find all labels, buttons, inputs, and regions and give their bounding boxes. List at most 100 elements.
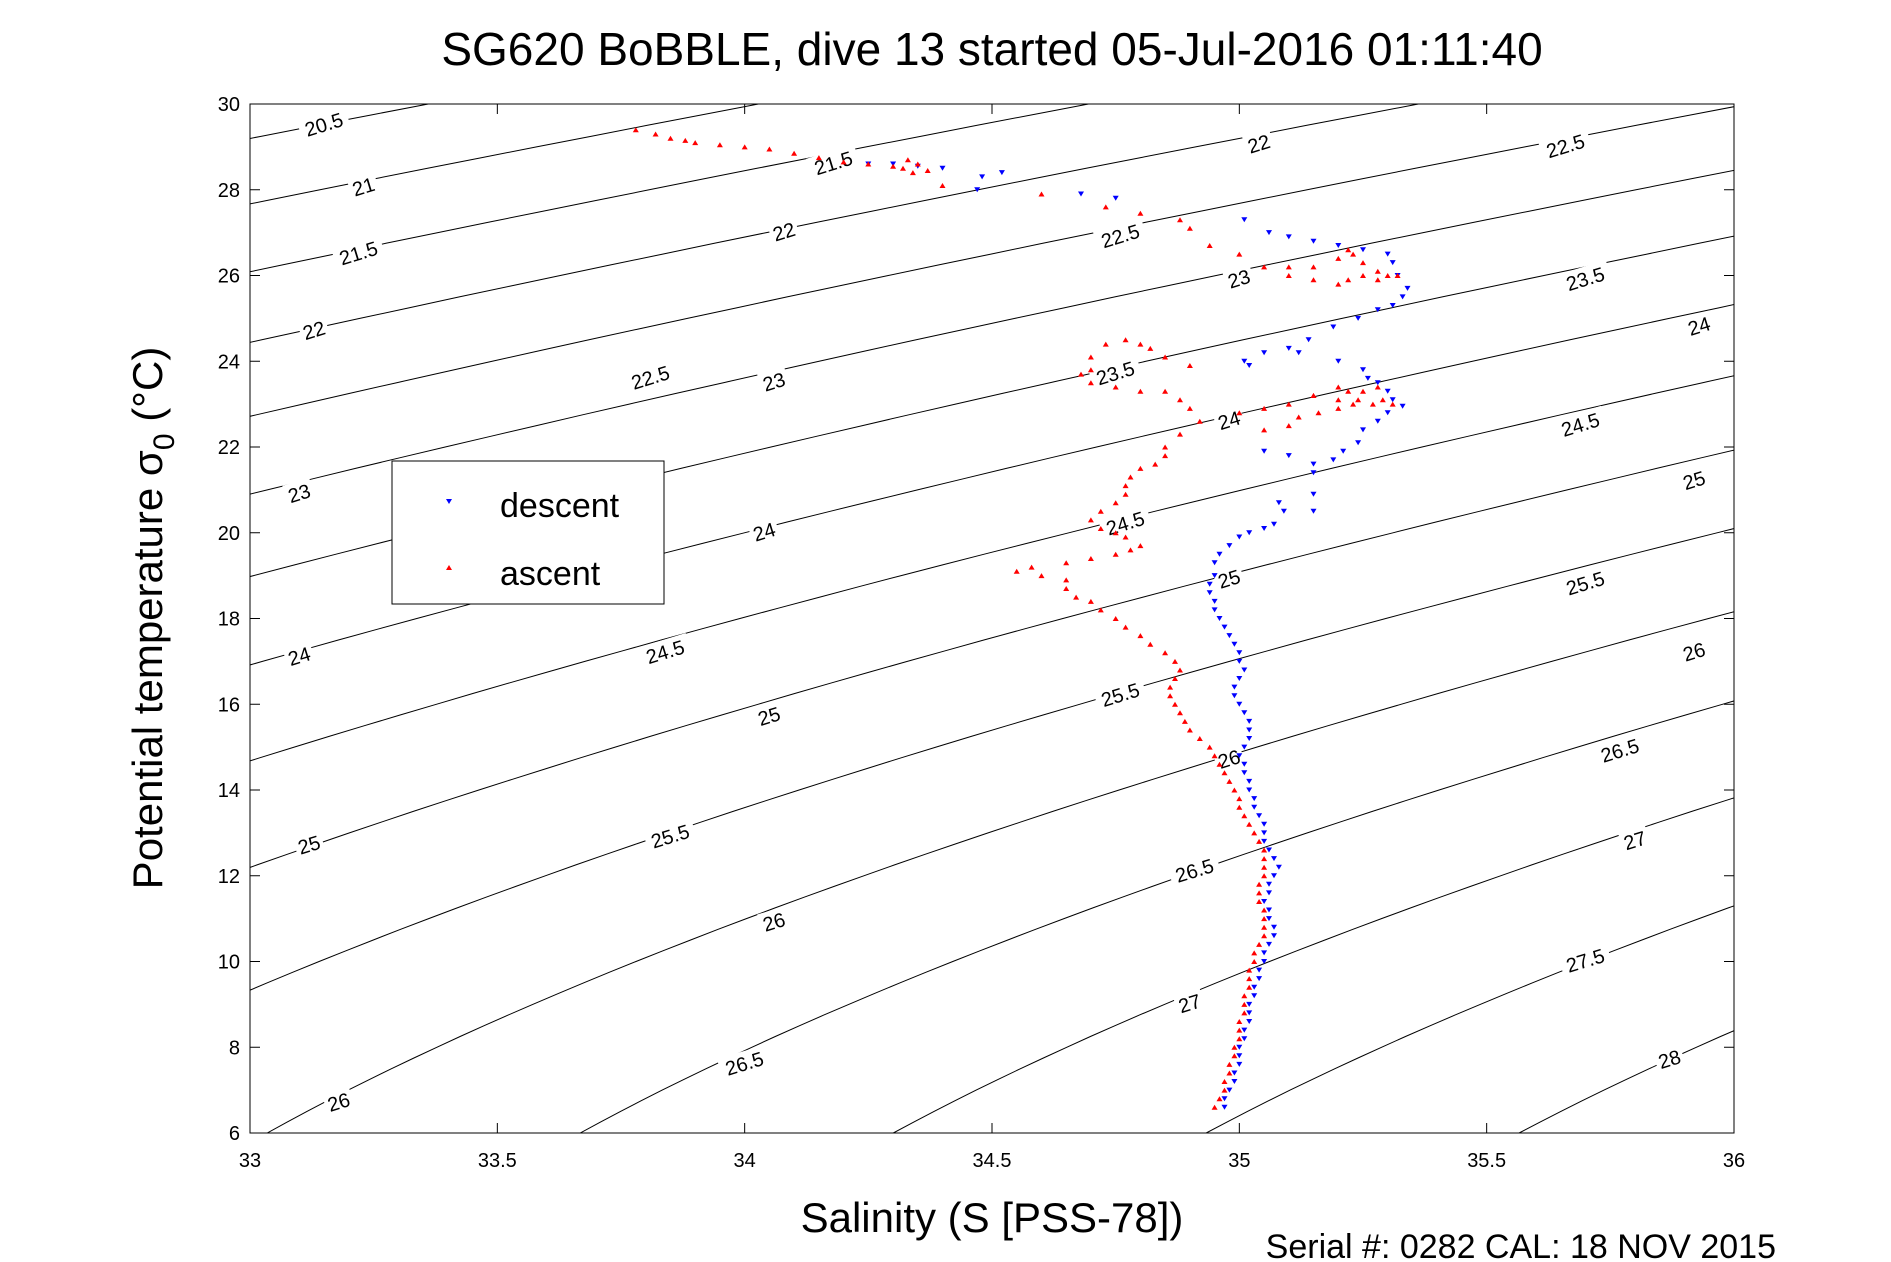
- descent-point: [1261, 448, 1268, 454]
- ascent-point: [1355, 397, 1362, 403]
- ascent-point: [1231, 1044, 1238, 1050]
- y-tick-label: 28: [218, 180, 240, 202]
- descent-point: [1241, 217, 1248, 223]
- contour-label-bg: [716, 1044, 772, 1081]
- descent-point: [1266, 941, 1272, 947]
- ascent-point: [1374, 277, 1381, 283]
- descent-point: [1246, 727, 1253, 733]
- ascent-point: [1310, 393, 1317, 398]
- descent-point: [1295, 350, 1302, 356]
- contour-line: [250, 104, 1422, 343]
- descent-point: [1251, 796, 1258, 802]
- contour-label-bg: [297, 314, 331, 344]
- contour-label-bg: [642, 817, 698, 854]
- descent-point: [1216, 616, 1223, 621]
- descent-point: [1216, 551, 1223, 557]
- contour-label-bg: [1677, 464, 1711, 494]
- ascent-point: [1177, 397, 1183, 403]
- descent-point: [998, 170, 1005, 176]
- ascent-point: [1147, 641, 1154, 647]
- descent-point: [1266, 907, 1272, 913]
- descent-point: [1241, 1036, 1248, 1042]
- legend-box: [391, 460, 665, 605]
- descent-point: [1246, 787, 1253, 793]
- ascent-point: [1350, 401, 1357, 407]
- descent-point: [1206, 590, 1213, 596]
- ascent-point: [1196, 418, 1203, 424]
- contour-label-bg: [1092, 217, 1148, 253]
- descent-point: [1261, 959, 1268, 964]
- descent-point: [1275, 500, 1282, 506]
- contour-label-bg: [1652, 1043, 1686, 1073]
- descent-point: [1360, 427, 1366, 433]
- ascent-point: [1335, 405, 1342, 411]
- ascent-point: [1384, 273, 1391, 278]
- contour-label: 24.5: [1552, 405, 1608, 442]
- descent-point: [1266, 847, 1272, 853]
- descent-point: [1271, 933, 1277, 939]
- contour-label-bg: [331, 234, 386, 271]
- descent-point: [1241, 1027, 1248, 1033]
- descent-point: [1335, 243, 1342, 248]
- descent-point: [1221, 1096, 1228, 1102]
- y-tick-label: 24: [218, 351, 240, 373]
- ascent-point: [1360, 273, 1366, 278]
- descent-point: [1236, 1061, 1243, 1067]
- ascent-point: [1221, 1087, 1228, 1093]
- y-tick-label: 30: [218, 94, 240, 116]
- contour-label: 26: [321, 1086, 356, 1117]
- descent-point: [1285, 345, 1292, 351]
- ascent-point: [692, 140, 699, 146]
- ascent-point: [741, 144, 748, 150]
- contour-label-bg: [757, 906, 791, 936]
- descent-point: [1384, 388, 1391, 394]
- x-tick-label: 33.5: [478, 1150, 517, 1172]
- x-tick-label: 35: [1228, 1150, 1250, 1172]
- ascent-point: [1374, 268, 1381, 274]
- ascent-point: [1172, 658, 1178, 664]
- contour-label-bg: [1682, 310, 1716, 340]
- ascent-point: [1261, 264, 1268, 270]
- ascent-point: [1221, 770, 1228, 776]
- ascent-point: [1102, 341, 1109, 347]
- ascent-point: [1078, 371, 1084, 377]
- ascent-point: [909, 170, 916, 176]
- ascent-point: [1112, 500, 1119, 506]
- descent-point: [1231, 1070, 1238, 1076]
- descent-point: [1330, 457, 1337, 463]
- contour-line: [250, 106, 1734, 417]
- descent-point: [1236, 658, 1243, 664]
- descent-point: [1246, 1010, 1253, 1016]
- descent-point: [1231, 684, 1238, 690]
- ascent-point: [1177, 667, 1183, 673]
- y-tick-label: 22: [218, 437, 240, 459]
- y-tick-label: 8: [229, 1037, 240, 1059]
- ascent-point: [1087, 354, 1094, 360]
- ascent-point: [1147, 345, 1154, 351]
- descent-point: [1389, 303, 1396, 308]
- ascent-point: [1246, 967, 1253, 973]
- chart-title: SG620 BoBBLE, dive 13 started 05-Jul-201…: [441, 23, 1542, 75]
- ascent-point: [1241, 1010, 1248, 1016]
- ascent-point: [1335, 255, 1342, 261]
- descent-point: [1251, 804, 1258, 810]
- descent-point: [1399, 403, 1406, 409]
- contour-label: 23: [282, 477, 316, 508]
- y-axis-ticks: 6 8 10 12 14 16 18 20 22 24 26 28 30: [218, 94, 1734, 1145]
- ascent-point: [1251, 950, 1258, 956]
- ascent-point: [1073, 594, 1080, 600]
- contour-label-bg: [346, 171, 380, 201]
- descent-point: [1364, 375, 1371, 381]
- descent-point: [1226, 543, 1233, 549]
- ascent-point: [1256, 881, 1263, 887]
- ascent-point: [1206, 744, 1213, 750]
- ascent-point: [1097, 508, 1104, 514]
- ascent-point: [1256, 899, 1263, 904]
- ascent-point: [1137, 543, 1144, 549]
- ascent-point: [1162, 444, 1169, 450]
- descent-point: [1251, 984, 1258, 990]
- contour-label-bg: [1172, 987, 1206, 1018]
- ascent-point: [667, 135, 674, 141]
- ascent-point: [1063, 586, 1070, 591]
- ascent-point: [1038, 573, 1045, 579]
